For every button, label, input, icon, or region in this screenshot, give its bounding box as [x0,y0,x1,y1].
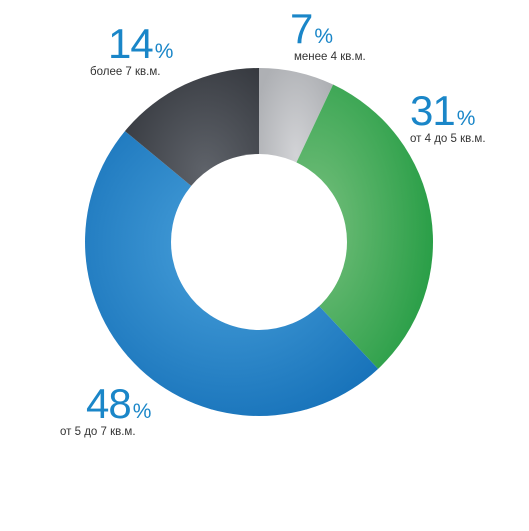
slice-value: 48 [86,380,132,427]
slice-unit: % [132,400,152,423]
slice-value: 7 [290,5,313,52]
slice-unit: % [314,25,334,48]
slice-unit: % [456,107,476,130]
slice-label-5-to-7: 48% от 5 до 7 кв.м. [60,383,151,439]
slice-4-to-5 [259,84,434,369]
slice-category: от 5 до 7 кв.м. [60,426,136,438]
slice-category: менее 4 кв.м. [294,51,366,63]
slice-value: 14 [108,20,154,67]
slice-label-4-to-5: 31% от 4 до 5 кв.м. [410,90,486,146]
donut-hole [171,154,347,330]
slice-unit: % [154,40,174,63]
slice-value: 31 [410,87,456,134]
slice-label-less-than-4: 7% менее 4 кв.м. [290,8,366,64]
slice-category: более 7 кв.м. [90,66,161,78]
slice-label-more-than-7: 14% более 7 кв.м. [90,23,173,79]
slice-category: от 4 до 5 кв.м. [410,133,486,145]
